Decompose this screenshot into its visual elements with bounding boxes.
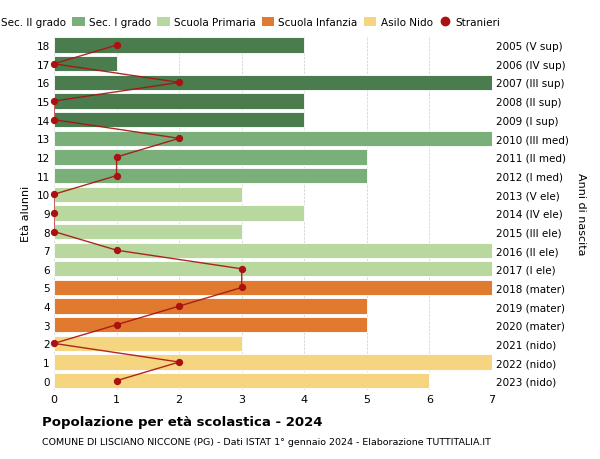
Point [112,173,121,180]
Y-axis label: Età alunni: Età alunni [21,185,31,241]
Bar [54,57,116,72]
Point [112,377,121,385]
Bar [54,131,492,147]
Point [175,135,184,143]
Legend: Sec. II grado, Sec. I grado, Scuola Primaria, Scuola Infanzia, Asilo Nido, Stran: Sec. II grado, Sec. I grado, Scuola Prim… [0,18,500,28]
Text: Popolazione per età scolastica - 2024: Popolazione per età scolastica - 2024 [42,415,323,428]
Point [237,266,247,273]
Point [112,321,121,329]
Bar [54,224,242,240]
Bar [54,336,242,351]
Bar [54,373,430,388]
Point [49,98,59,106]
Bar [54,280,492,296]
Bar [54,94,304,109]
Bar [54,150,367,165]
Point [49,229,59,236]
Point [175,303,184,310]
Point [237,284,247,291]
Bar [54,318,367,333]
Y-axis label: Anni di nascita: Anni di nascita [576,172,586,255]
Bar [54,39,304,54]
Text: COMUNE DI LISCIANO NICCONE (PG) - Dati ISTAT 1° gennaio 2024 - Elaborazione TUTT: COMUNE DI LISCIANO NICCONE (PG) - Dati I… [42,437,491,446]
Point [175,79,184,87]
Point [49,61,59,68]
Bar [54,113,304,128]
Point [175,358,184,366]
Point [49,117,59,124]
Point [49,340,59,347]
Point [112,42,121,50]
Bar [54,262,492,277]
Point [112,154,121,161]
Bar [54,168,367,184]
Point [49,210,59,217]
Bar [54,355,492,370]
Point [49,191,59,198]
Bar [54,206,304,221]
Bar [54,187,242,202]
Bar [54,76,492,91]
Point [112,247,121,254]
Bar [54,243,492,258]
Bar [54,299,367,314]
